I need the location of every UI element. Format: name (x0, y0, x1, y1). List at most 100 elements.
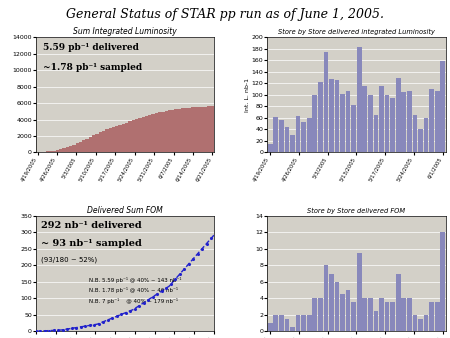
Point (171, 276, 179, 282)
Bar (171, 110, 175, 152)
Point (68, 325, 76, 331)
Bar (168, 110, 171, 152)
Point (162, 285, 170, 291)
Bar (66, 147, 69, 152)
Bar (201, 107, 204, 152)
Title: Delivered Sum FOM: Delivered Sum FOM (87, 206, 163, 215)
Bar (268, 323, 273, 331)
Bar (423, 315, 428, 331)
Bar (335, 282, 339, 331)
Bar (435, 303, 440, 331)
Point (126, 308, 134, 313)
Bar (407, 298, 412, 331)
Bar (407, 91, 412, 152)
Bar (53, 150, 56, 152)
Point (176, 271, 183, 277)
Point (41, 328, 49, 334)
Point (55, 328, 62, 333)
Bar (69, 146, 72, 152)
Bar (204, 106, 207, 152)
Bar (362, 86, 367, 152)
Bar (141, 117, 145, 152)
Text: General Status of STAR pp run as of June 1, 2005.: General Status of STAR pp run as of June… (66, 8, 384, 21)
Bar (128, 121, 131, 152)
Bar (357, 47, 362, 152)
Bar (82, 140, 86, 152)
Bar (63, 148, 66, 152)
Point (77, 324, 85, 330)
Bar (59, 149, 63, 152)
Bar (207, 106, 211, 152)
Text: (93/180 ~ 52%): (93/180 ~ 52%) (41, 256, 98, 263)
Bar (95, 134, 99, 152)
Bar (307, 118, 311, 152)
Bar (362, 298, 367, 331)
Bar (312, 298, 317, 331)
Bar (131, 120, 135, 152)
Point (158, 288, 165, 294)
Bar (112, 127, 115, 152)
Bar (390, 98, 395, 152)
Bar (423, 118, 428, 152)
Bar (284, 126, 289, 152)
Bar (296, 315, 301, 331)
Point (118, 312, 125, 317)
Bar (396, 77, 400, 152)
Point (46, 328, 53, 333)
Point (131, 306, 138, 311)
Title: Store by Store delivered FOM: Store by Store delivered FOM (307, 208, 405, 214)
Bar (374, 115, 378, 152)
Bar (435, 91, 440, 152)
Bar (148, 115, 151, 152)
Bar (184, 108, 188, 152)
Point (32, 329, 40, 334)
Bar (138, 118, 141, 152)
Bar (401, 92, 406, 152)
Bar (145, 116, 148, 152)
Point (37, 328, 44, 334)
Text: N.B. 5.59 pb⁻¹ @ 40% ~ 143 nb⁻¹: N.B. 5.59 pb⁻¹ @ 40% ~ 143 nb⁻¹ (90, 277, 182, 283)
Bar (181, 108, 184, 152)
Bar (56, 150, 59, 152)
Bar (211, 106, 214, 152)
Bar (194, 107, 198, 152)
Bar (340, 94, 345, 152)
Point (135, 303, 143, 308)
Bar (301, 122, 306, 152)
Text: N.B. 7 pb⁻¹    @ 40% ~ 179 nb⁻¹: N.B. 7 pb⁻¹ @ 40% ~ 179 nb⁻¹ (90, 298, 178, 304)
Bar (340, 294, 345, 331)
Text: ~ 93 nb⁻¹ sampled: ~ 93 nb⁻¹ sampled (41, 239, 142, 248)
Point (59, 327, 67, 333)
Bar (86, 139, 89, 152)
Bar (418, 319, 423, 331)
Bar (429, 89, 434, 152)
Point (198, 246, 206, 251)
Point (50, 328, 58, 333)
Bar (418, 129, 423, 152)
Bar (274, 117, 278, 152)
Text: N.B. 1.78 pb⁻¹ @ 40% ~ 46 nb⁻¹: N.B. 1.78 pb⁻¹ @ 40% ~ 46 nb⁻¹ (90, 287, 178, 293)
Bar (324, 52, 328, 152)
Bar (296, 116, 301, 152)
Bar (312, 95, 317, 152)
Bar (175, 109, 178, 152)
Bar (284, 319, 289, 331)
Bar (49, 151, 53, 152)
Bar (346, 290, 351, 331)
Point (91, 322, 98, 327)
Bar (324, 265, 328, 331)
Point (185, 261, 192, 267)
Bar (155, 113, 158, 152)
Point (167, 282, 174, 287)
Bar (329, 273, 334, 331)
Point (64, 326, 71, 332)
Point (207, 236, 215, 241)
Title: Sum Integrated Luminosity: Sum Integrated Luminosity (73, 27, 177, 37)
Bar (92, 135, 95, 152)
Bar (351, 303, 356, 331)
Bar (368, 95, 373, 152)
Bar (161, 112, 165, 152)
Y-axis label: Int. L. nb-1: Int. L. nb-1 (245, 78, 250, 112)
Point (203, 241, 210, 246)
Point (113, 314, 121, 319)
